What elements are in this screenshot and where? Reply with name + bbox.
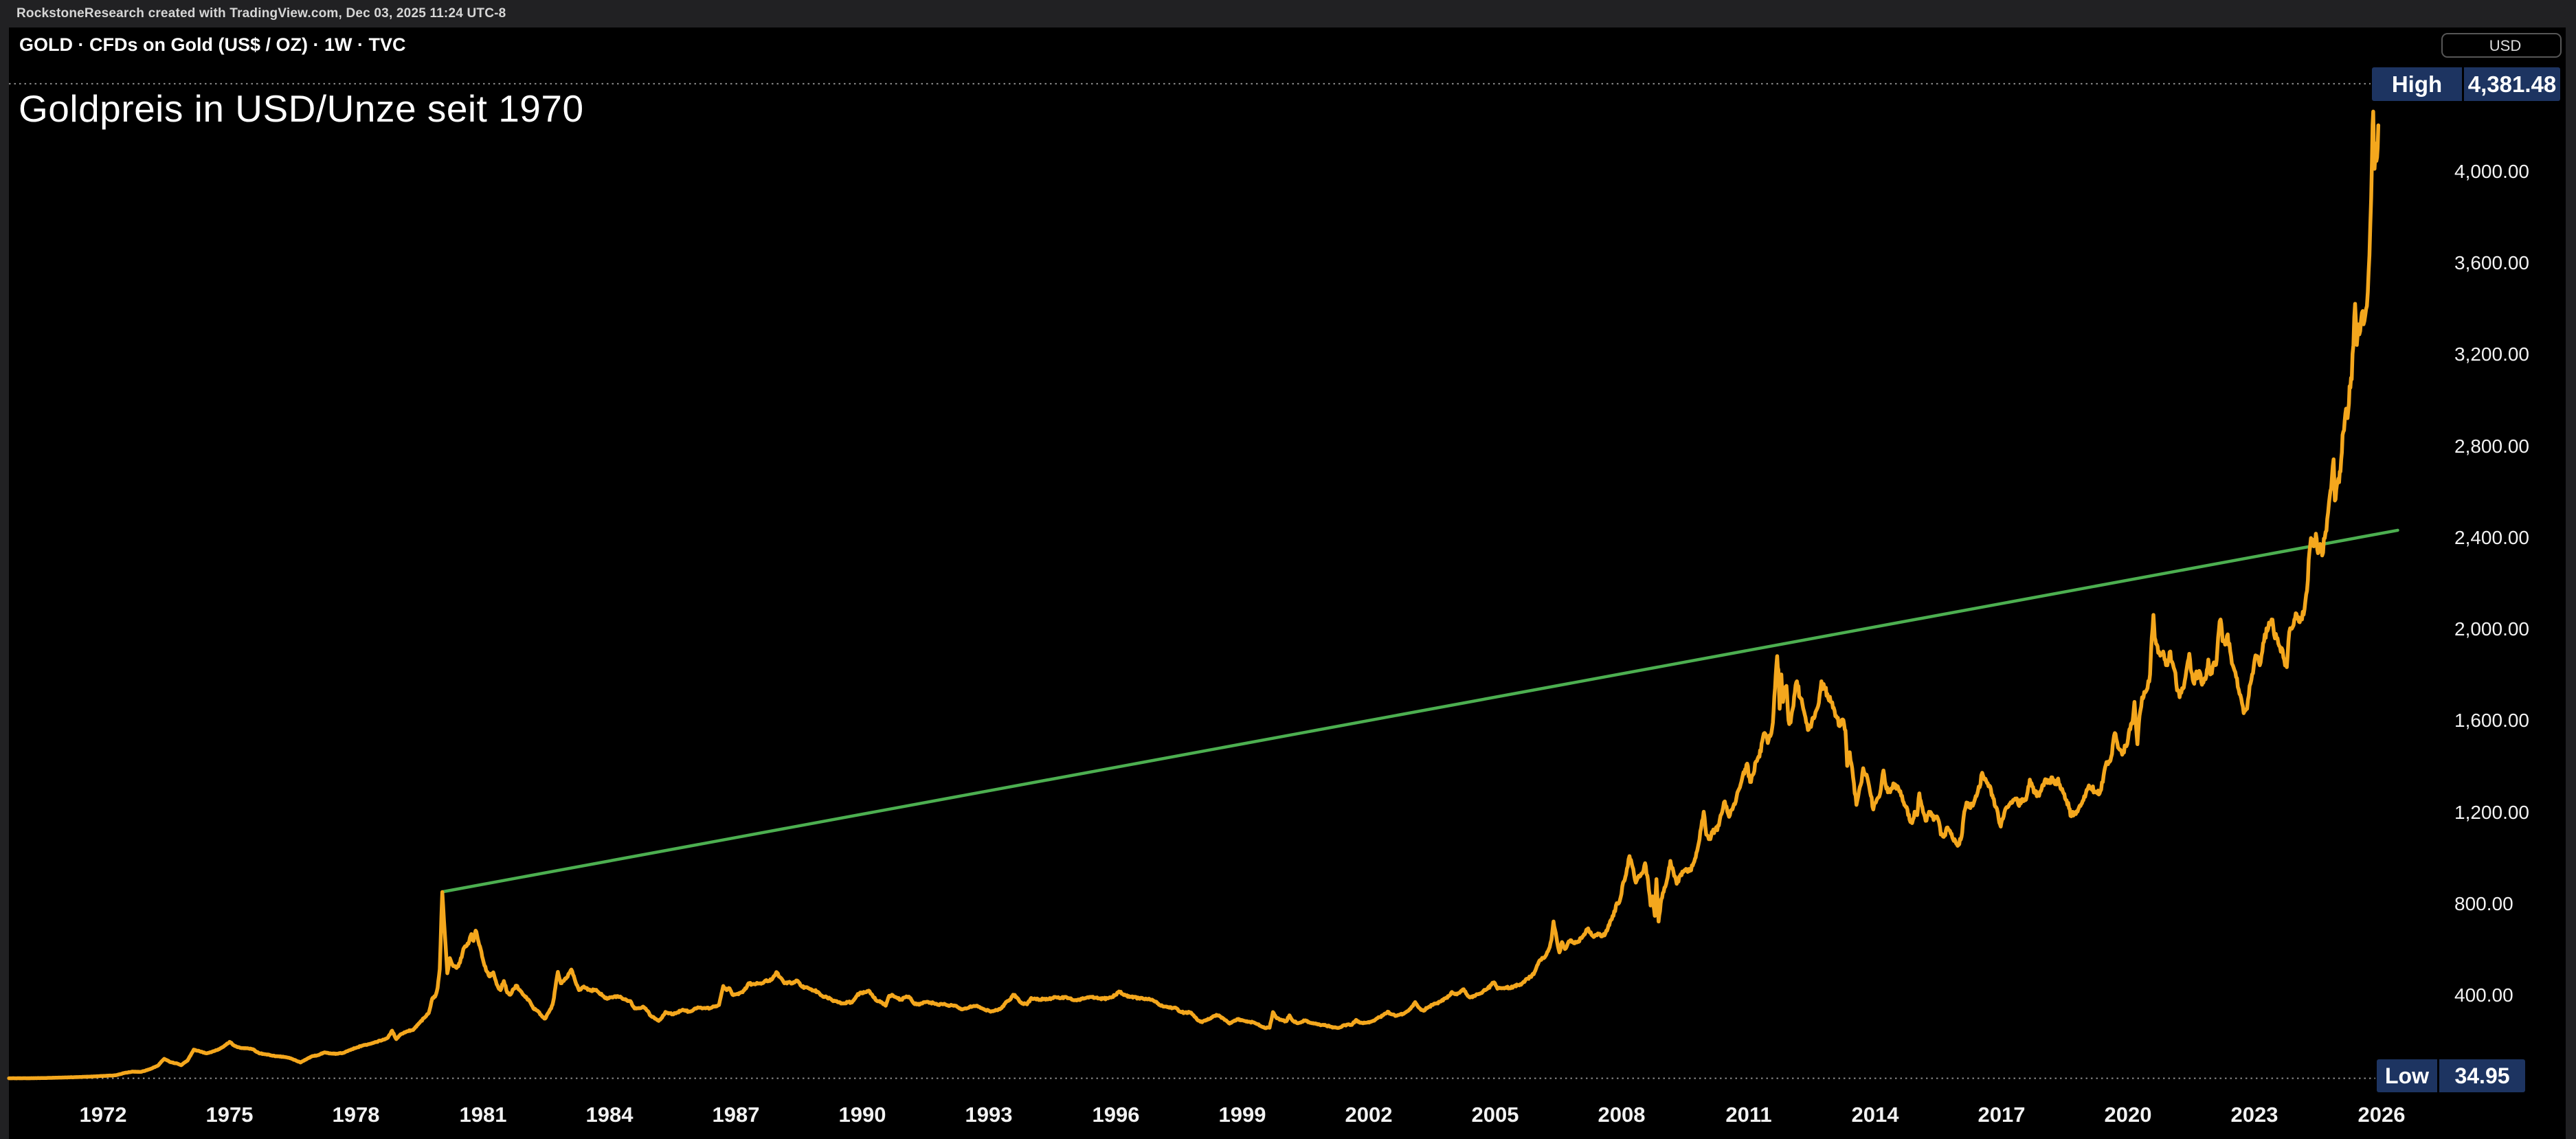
time-axis-label: 1993 [965,1103,1013,1127]
time-axis-label: 1999 [1219,1103,1266,1127]
time-axis-label: 2017 [1978,1103,2026,1127]
high-price-badge: High 4,381.48 [2372,67,2560,101]
low-label: Low [2377,1059,2437,1092]
time-axis-label: 1978 [333,1103,380,1127]
currency-button[interactable]: USD [2441,33,2562,58]
time-axis-label: 1984 [586,1103,634,1127]
time-axis-label: 1987 [713,1103,760,1127]
price-axis-label: 3,600.00 [2454,252,2529,273]
price-axis-label: 2,800.00 [2454,436,2529,457]
price-axis-label: 1,600.00 [2454,710,2529,731]
time-axis-label: 1972 [80,1103,127,1127]
high-label: High [2372,67,2462,101]
price-axis-label: 400.00 [2454,984,2513,1006]
price-axis-label: 4,000.00 [2454,161,2529,182]
time-axis-label: 2020 [2105,1103,2152,1127]
time-axis-label: 2026 [2358,1103,2406,1127]
time-axis[interactable]: 1972 1975 1978 1981 1984 1987 1990 1993 1996 1999… [80,1103,2406,1127]
price-axis-label: 2,400.00 [2454,527,2529,548]
time-axis-label: 2014 [1852,1103,1900,1127]
time-axis-label: 2008 [1598,1103,1646,1127]
gold-price-line[interactable] [7,109,2381,1081]
price-axis-label: 2,000.00 [2454,618,2529,640]
trendline[interactable] [441,528,2399,894]
attribution-text: RockstoneResearch created with TradingVi… [16,6,506,21]
symbol-description: GOLD · CFDs on Gold (US$ / OZ) · 1W · TV… [19,34,406,55]
low-price-badge: Low 34.95 [2377,1059,2525,1092]
price-axis-label: 800.00 [2454,893,2513,914]
time-axis-label: 2005 [1472,1103,1519,1127]
badge-divider [2462,67,2464,101]
time-axis-label: 1981 [460,1103,507,1127]
low-value: 34.95 [2439,1059,2525,1092]
time-axis-label: 2002 [1345,1103,1393,1127]
price-axis-label: 3,200.00 [2454,343,2529,365]
high-value: 4,381.48 [2464,67,2560,101]
time-axis-label: 2011 [1725,1103,1771,1127]
price-axis-label: 1,200.00 [2454,802,2529,823]
badge-divider [2437,1059,2439,1092]
price-axis[interactable]: 4,000.00 3,600.00 3,200.00 2,800.00 2,400.00… [2454,161,2529,1006]
time-axis-label: 2023 [2231,1103,2278,1127]
time-axis-label: 1990 [839,1103,886,1127]
attribution-bar: RockstoneResearch created with TradingVi… [0,0,2576,27]
chart-panel [9,27,2566,1139]
chart-title: Goldpreis in USD/Unze seit 1970 [19,87,584,130]
time-axis-label: 1975 [206,1103,254,1127]
time-axis-label: 1996 [1093,1103,1140,1127]
